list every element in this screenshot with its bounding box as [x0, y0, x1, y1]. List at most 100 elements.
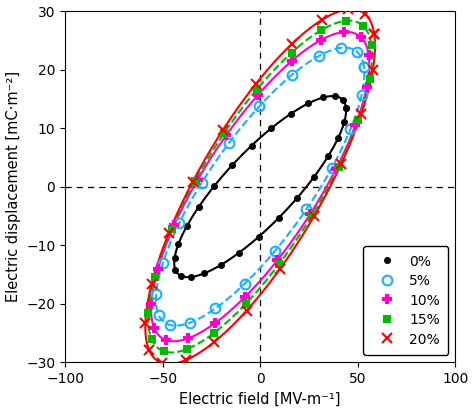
0%: [325, 154, 331, 159]
0%: [188, 274, 193, 279]
5%: [213, 306, 219, 311]
15%: [222, 130, 228, 135]
10%: [366, 53, 372, 58]
5%: [199, 180, 204, 185]
20%: [220, 128, 226, 133]
10%: [255, 93, 261, 98]
20%: [358, 111, 364, 116]
0%: [276, 215, 282, 220]
0%: [320, 95, 326, 100]
10%: [148, 301, 154, 306]
5%: [273, 248, 278, 253]
0%: [336, 135, 341, 140]
20%: [190, 179, 196, 184]
15%: [369, 42, 374, 47]
10%: [212, 321, 218, 326]
5%: [328, 166, 334, 171]
15%: [192, 178, 198, 183]
5%: [156, 312, 162, 317]
5%: [354, 49, 360, 54]
5%: [361, 65, 367, 70]
10%: [342, 30, 347, 35]
10%: [318, 38, 323, 43]
5%: [304, 207, 310, 212]
15%: [211, 330, 217, 335]
10%: [223, 133, 229, 138]
Y-axis label: Electric displacement [mC·m⁻²]: Electric displacement [mC·m⁻²]: [6, 71, 20, 302]
15%: [360, 23, 366, 28]
20%: [311, 213, 317, 218]
0%: [288, 111, 293, 116]
10%: [195, 177, 201, 182]
10%: [185, 336, 191, 341]
15%: [169, 227, 174, 232]
20%: [370, 68, 375, 73]
10%: [364, 84, 370, 89]
20%: [159, 360, 165, 365]
Line: 15%: 15%: [145, 17, 375, 355]
0%: [172, 256, 177, 261]
0%: [173, 267, 178, 272]
5%: [338, 45, 344, 50]
0%: [201, 271, 207, 276]
15%: [367, 76, 373, 81]
15%: [309, 213, 315, 218]
0%: [343, 105, 349, 110]
10%: [151, 325, 157, 330]
10%: [307, 212, 313, 217]
0%: [249, 143, 255, 148]
5%: [226, 140, 232, 145]
0%: [256, 234, 262, 239]
5%: [361, 65, 367, 70]
Legend: 0%, 5%, 10%, 15%, 20%: 0%, 5%, 10%, 15%, 20%: [364, 246, 448, 355]
0%: [294, 195, 300, 200]
15%: [356, 117, 361, 122]
5%: [359, 93, 365, 98]
20%: [363, 12, 368, 17]
0%: [175, 241, 181, 246]
10%: [243, 294, 248, 299]
20%: [253, 82, 258, 87]
15%: [289, 50, 294, 55]
0%: [196, 204, 202, 209]
15%: [243, 301, 249, 306]
0%: [342, 119, 347, 124]
15%: [276, 262, 282, 267]
15%: [184, 347, 190, 352]
0%: [343, 105, 349, 110]
0%: [184, 224, 190, 229]
0%: [211, 183, 217, 188]
15%: [336, 164, 341, 169]
10%: [358, 35, 364, 40]
20%: [372, 32, 377, 37]
20%: [146, 347, 152, 352]
20%: [319, 17, 325, 22]
20%: [244, 308, 249, 313]
10%: [353, 123, 358, 128]
0%: [269, 126, 274, 131]
10%: [163, 338, 169, 343]
Line: 10%: 10%: [147, 28, 373, 344]
Line: 0%: 0%: [172, 94, 348, 279]
20%: [289, 42, 294, 47]
15%: [146, 311, 151, 316]
5%: [154, 291, 159, 296]
0%: [340, 97, 346, 102]
10%: [366, 53, 372, 58]
10%: [155, 267, 161, 272]
Line: 20%: 20%: [141, 5, 379, 368]
20%: [166, 231, 172, 236]
0%: [305, 101, 311, 106]
5%: [187, 320, 193, 325]
10%: [289, 59, 294, 63]
10%: [333, 167, 339, 172]
0%: [178, 274, 184, 279]
5%: [289, 73, 294, 77]
0%: [237, 250, 242, 255]
Line: 5%: 5%: [151, 43, 369, 330]
10%: [274, 258, 280, 263]
5%: [167, 323, 173, 328]
20%: [277, 266, 283, 271]
5%: [256, 104, 262, 109]
20%: [149, 281, 155, 286]
